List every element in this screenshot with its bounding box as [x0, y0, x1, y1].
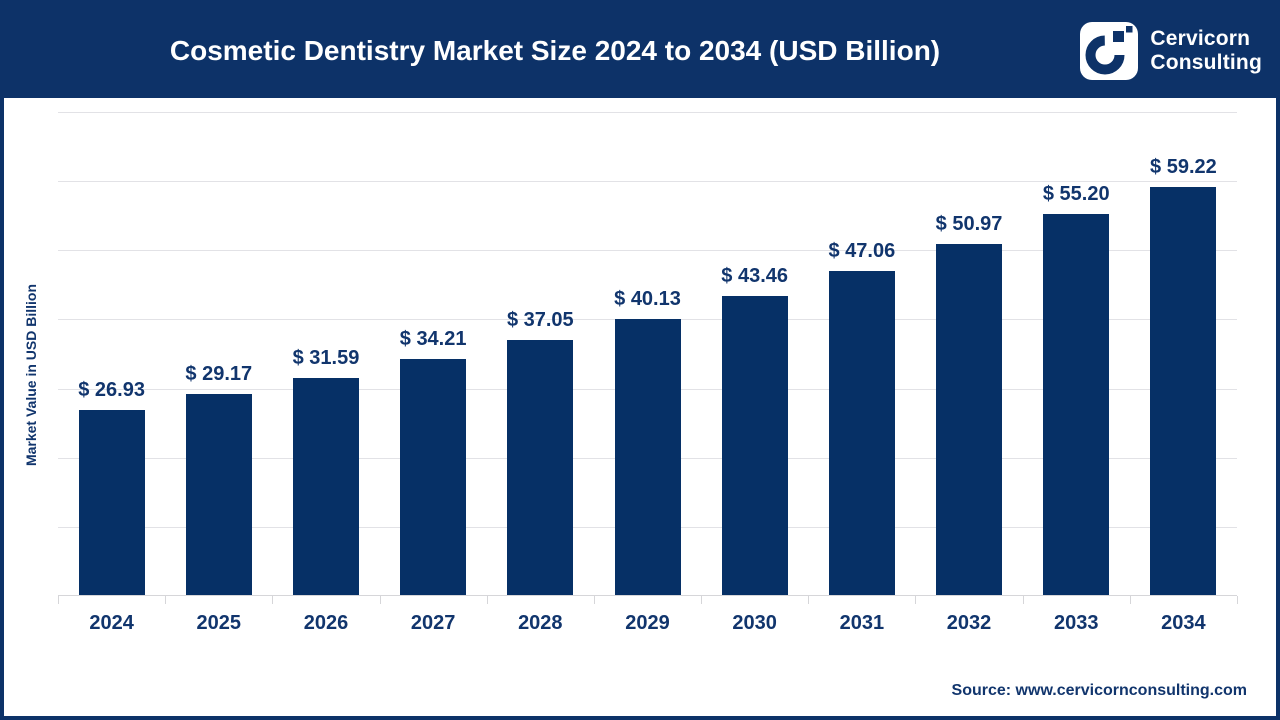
gridline [58, 181, 1237, 183]
y-axis-title: Market Value in USD Billion [23, 283, 39, 467]
value-label-2028: $ 37.05 [506, 308, 574, 331]
x-axis-tick [58, 596, 59, 604]
x-axis-tick [1022, 596, 1024, 604]
value-label-2034: $ 59.22 [1150, 155, 1217, 178]
x-axis-line [58, 595, 1237, 596]
header-band: Cosmetic Dentistry Market Size 2024 to 2… [4, 4, 1276, 98]
source-text: Source: www.cervicornconsulting.com [951, 682, 1247, 699]
bar-2032 [936, 243, 1003, 596]
x-tick-label-2026: 2026 [303, 612, 349, 634]
x-tick-label-2027: 2027 [410, 612, 456, 634]
x-axis-tick [701, 596, 703, 604]
x-axis-tick [1237, 596, 1238, 604]
value-label-2024: $ 26.93 [78, 378, 145, 401]
bar-2031 [828, 270, 895, 596]
value-label-2030: $ 43.46 [721, 264, 789, 287]
x-tick-label-2024: 2024 [89, 612, 134, 634]
brand-name-line1: Cervicorn [1150, 26, 1251, 50]
x-tick-label-2033: 2033 [1053, 612, 1099, 634]
value-label-2033: $ 55.20 [1042, 183, 1110, 206]
x-tick-label-2030: 2030 [732, 612, 777, 634]
bar-2030 [721, 295, 788, 596]
x-axis-tick [1129, 596, 1131, 604]
x-axis-tick [486, 596, 488, 604]
value-label-2026: $ 31.59 [292, 346, 360, 369]
brand-name: Cervicorn Consulting [1150, 27, 1262, 75]
x-tick-label-2032: 2032 [946, 612, 992, 634]
x-axis-tick [379, 596, 381, 604]
brand-name-line2: Consulting [1150, 51, 1262, 74]
bar-2027 [400, 359, 467, 596]
bar-2024 [78, 409, 145, 596]
x-axis-tick [915, 596, 917, 604]
chart-area: Market Value in USD Billion $ 26.93 2024 $… [4, 98, 1276, 716]
value-label-2032: $ 50.97 [935, 212, 1003, 235]
x-axis-tick [593, 596, 595, 604]
gridline [58, 250, 1237, 252]
bar-2029 [614, 318, 681, 596]
x-axis-tick [808, 596, 810, 604]
gridline [58, 112, 1237, 113]
x-tick-label-2034: 2034 [1161, 612, 1206, 634]
value-label-2031: $ 47.06 [828, 239, 896, 262]
cervicorn-logo-icon [1080, 22, 1139, 80]
value-label-2029: $ 40.13 [614, 287, 681, 310]
brand-logo: Cervicorn Consulting [1080, 4, 1262, 98]
bar-2033 [1043, 214, 1110, 596]
x-tick-label-2031: 2031 [839, 612, 885, 634]
bar-2025 [185, 394, 252, 596]
x-tick-label-2025: 2025 [196, 612, 242, 634]
x-tick-label-2029: 2029 [625, 612, 670, 634]
bar-2026 [292, 377, 359, 596]
x-axis-tick [272, 596, 274, 604]
x-axis-tick [165, 596, 167, 604]
plot-area: $ 26.93 2024 $ 29.17 2025 $ 31.59 2026 $ 34.21… [58, 112, 1238, 634]
bar-2034 [1150, 186, 1217, 596]
value-label-2025: $ 29.17 [185, 363, 253, 386]
page-title: Cosmetic Dentistry Market Size 2024 to 2… [169, 35, 941, 66]
bar-2028 [507, 339, 574, 596]
value-label-2027: $ 34.21 [399, 328, 467, 351]
x-tick-label-2028: 2028 [518, 612, 563, 634]
